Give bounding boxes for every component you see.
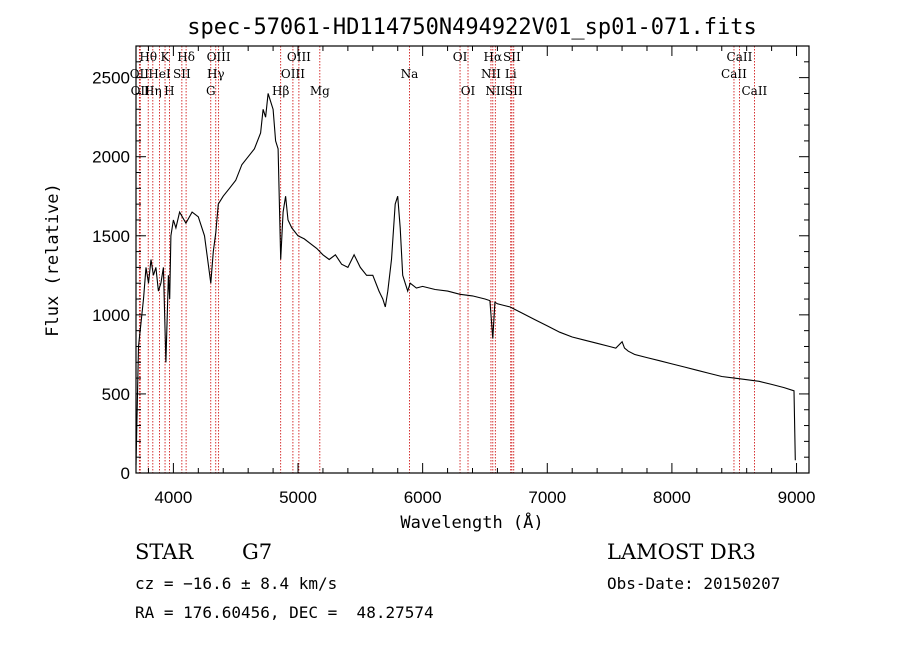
line-label: K: [161, 50, 171, 64]
line-label: CaII: [727, 50, 753, 64]
line-label: OIII: [287, 50, 311, 64]
line-label: NII: [485, 84, 505, 98]
line-label: Hη: [144, 84, 162, 98]
line-label: Hδ: [177, 50, 195, 64]
redshift-readout: cz = −16.6 ± 8.4 km/s: [135, 574, 338, 593]
line-label: G: [206, 84, 216, 98]
y-axis-ticks: 0 500 1000 1500 2000 2500: [92, 61, 809, 483]
x-tick-label: 6000: [404, 488, 442, 507]
line-label: OI: [453, 50, 468, 64]
line-label: OI: [461, 84, 476, 98]
object-class: STAR: [135, 540, 194, 564]
spectrum-line: [135, 93, 796, 466]
survey-name: LAMOST DR3: [607, 540, 756, 564]
line-label: Mg: [310, 84, 330, 98]
line-label: Li: [505, 67, 517, 81]
line-label: Hθ: [139, 50, 157, 64]
observation-date: Obs-Date: 20150207: [607, 574, 781, 593]
line-label: SII: [505, 84, 523, 98]
x-axis-ticks: 4000 5000 6000 7000 8000 9000: [147, 46, 816, 507]
line-label: CaII: [741, 84, 767, 98]
spectral-line-markers: [138, 46, 755, 473]
x-tick-label: 4000: [154, 488, 192, 507]
line-label: OII: [130, 67, 150, 81]
x-tick-label: 7000: [528, 488, 566, 507]
coordinates-readout: RA = 176.60456, DEC = 48.27574: [135, 603, 434, 622]
y-tick-label: 2500: [92, 69, 130, 88]
line-label: HeI: [148, 67, 171, 81]
y-tick-label: 1500: [92, 227, 130, 246]
y-tick-label: 500: [102, 385, 130, 404]
line-label: Hγ: [207, 67, 225, 81]
chart-title: spec-57061-HD114750N494922V01_sp01-071.f…: [187, 15, 757, 40]
y-axis-label: Flux (relative): [43, 183, 63, 337]
object-subclass: G7: [242, 540, 273, 564]
y-tick-label: 0: [121, 464, 130, 483]
x-tick-label: 9000: [778, 488, 816, 507]
line-label: Na: [401, 67, 419, 81]
line-label: NII: [481, 67, 501, 81]
line-label: Hα: [484, 50, 503, 64]
y-tick-label: 2000: [92, 148, 130, 167]
x-tick-label: 5000: [279, 488, 317, 507]
line-label: H: [164, 84, 174, 98]
plot-frame: [135, 45, 810, 474]
x-axis-label: Wavelength (Å): [400, 511, 543, 533]
line-label: OIII: [281, 67, 305, 81]
y-tick-label: 1000: [92, 306, 130, 325]
line-label: CaII: [721, 67, 747, 81]
line-label: Hβ: [272, 84, 289, 98]
line-label: SII: [173, 67, 191, 81]
line-label: OIII: [207, 50, 231, 64]
line-label: SII: [503, 50, 521, 64]
x-tick-label: 8000: [653, 488, 691, 507]
